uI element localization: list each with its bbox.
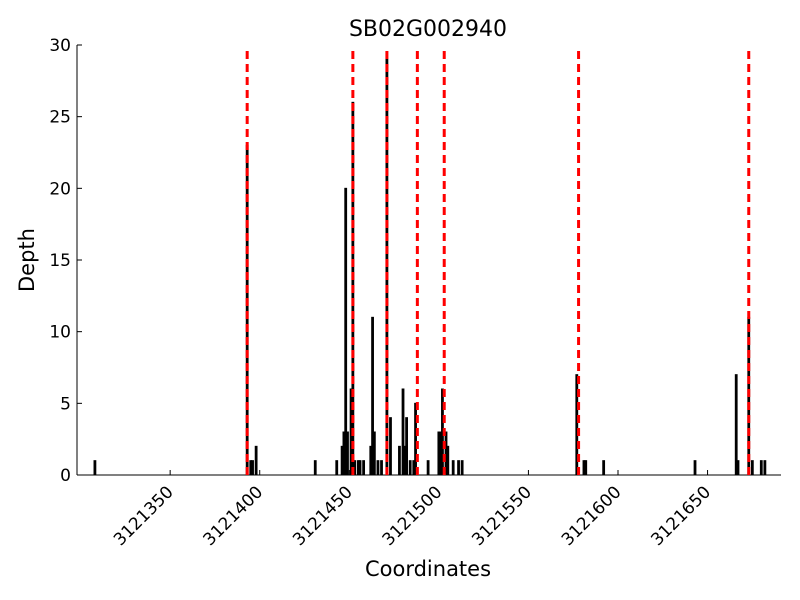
bar bbox=[251, 460, 254, 476]
bar bbox=[446, 445, 450, 476]
y-axis-label: Depth bbox=[15, 228, 39, 292]
bar bbox=[401, 388, 405, 476]
bar bbox=[460, 460, 464, 476]
bar bbox=[372, 431, 376, 476]
x-tick-label: 3121550 bbox=[468, 482, 536, 550]
bar bbox=[414, 402, 417, 476]
x-tick-label: 3121500 bbox=[379, 482, 447, 550]
y-tick-label: 25 bbox=[49, 108, 71, 128]
bar bbox=[371, 316, 374, 476]
x-tick-label: 3121400 bbox=[200, 482, 268, 550]
y-tick-label: 5 bbox=[60, 394, 71, 414]
bar bbox=[693, 460, 697, 476]
bar bbox=[451, 460, 455, 476]
x-tick-label: 3121600 bbox=[558, 482, 626, 550]
bar bbox=[93, 460, 97, 476]
chart-title: SB02G002940 bbox=[349, 17, 507, 42]
bar bbox=[335, 460, 339, 476]
bar bbox=[457, 460, 460, 476]
bar bbox=[344, 187, 348, 476]
bar bbox=[376, 460, 380, 476]
y-tick-label: 30 bbox=[49, 36, 71, 56]
bar bbox=[602, 460, 606, 476]
bar bbox=[426, 460, 430, 476]
bar bbox=[254, 445, 258, 476]
bar bbox=[750, 460, 754, 476]
bar bbox=[575, 374, 579, 476]
bar bbox=[398, 445, 401, 476]
x-tick-label: 3121650 bbox=[647, 482, 715, 550]
bar bbox=[734, 374, 738, 476]
x-tick-label: 3121350 bbox=[110, 482, 178, 550]
y-tick-label: 20 bbox=[49, 179, 71, 199]
y-tick-label: 0 bbox=[60, 466, 71, 486]
bar bbox=[389, 417, 392, 476]
bar bbox=[346, 431, 349, 476]
y-tick-label: 10 bbox=[49, 323, 71, 343]
bar bbox=[380, 460, 383, 476]
x-axis-label: Coordinates bbox=[365, 557, 491, 581]
bar bbox=[763, 460, 767, 476]
bar bbox=[408, 460, 412, 476]
bar bbox=[759, 460, 763, 476]
bar bbox=[362, 460, 366, 476]
bar bbox=[584, 460, 588, 476]
y-tick-label: 15 bbox=[49, 251, 71, 271]
x-tick-label: 3121450 bbox=[289, 482, 357, 550]
bar bbox=[358, 460, 362, 476]
bar bbox=[736, 460, 740, 476]
bar bbox=[313, 460, 317, 476]
bar bbox=[405, 417, 409, 476]
